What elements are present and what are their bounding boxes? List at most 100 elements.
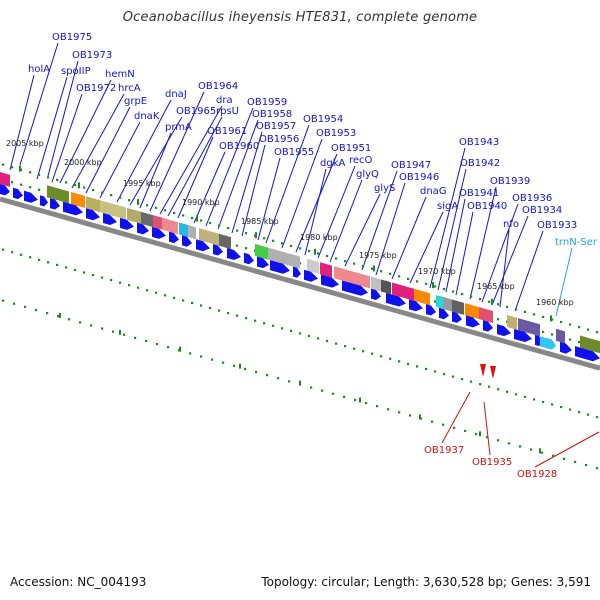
label-leader [281, 138, 323, 249]
gene-block [179, 222, 188, 238]
scale-tick [110, 279, 113, 282]
gene-arrow [152, 226, 166, 239]
scale-tick [134, 336, 137, 339]
scale-tick [497, 303, 500, 306]
gene-label: OB1951 [331, 143, 371, 154]
scale-tick [20, 183, 23, 186]
scale-tick [380, 270, 383, 273]
scale-tick [387, 408, 390, 411]
scale-tick [189, 352, 192, 355]
gene-arrow [63, 201, 83, 216]
scale-tick [365, 401, 368, 405]
scale-tick [479, 298, 482, 301]
gene-block [141, 211, 153, 228]
gene-block [86, 196, 100, 213]
red-marker [480, 364, 486, 377]
scale-tick [290, 244, 293, 247]
rna-label: trnN-Ser [555, 237, 598, 248]
scale-tick [587, 328, 590, 331]
scale-tick [56, 263, 59, 266]
scale-tick [288, 380, 291, 383]
scale-tick [533, 313, 536, 316]
scale-tick [569, 408, 572, 411]
gene-block [100, 200, 126, 220]
scale-tick [128, 284, 131, 287]
scale-tick [20, 168, 23, 171]
label-leader [429, 147, 466, 289]
scale-tick [245, 232, 248, 235]
label-leader [159, 105, 223, 215]
scale-tick [488, 385, 491, 388]
gene-arrow [86, 208, 100, 221]
scale-tick [11, 166, 14, 169]
scale-tick [167, 346, 170, 349]
gene-label: OB1960 [219, 141, 259, 152]
scale-tick [420, 417, 423, 420]
scale-tick [371, 352, 374, 355]
scale-tick [506, 390, 509, 393]
scale-tick [569, 323, 572, 326]
scale-tick [263, 322, 266, 325]
scale-tick [497, 318, 500, 321]
scale-tick [38, 173, 41, 176]
gene-label: OB1928 [517, 469, 557, 480]
kbp-mark: 1965 kbp [477, 282, 515, 291]
gene-block [436, 294, 443, 309]
scale-tick [416, 280, 419, 283]
gene-label: OB1972 [76, 83, 116, 94]
scale-tick [164, 294, 167, 297]
scale-tick [461, 378, 464, 381]
label-leader [469, 186, 497, 300]
scale-tick [409, 414, 412, 417]
scale-tick [155, 206, 158, 209]
scale-tick [551, 318, 554, 321]
label-leader [99, 121, 141, 199]
scale-tick [101, 327, 104, 330]
scale-tick [191, 216, 194, 220]
gene-label: OB1956 [259, 134, 299, 145]
gene-arrow [371, 288, 381, 301]
scale-tick [90, 324, 93, 327]
gene-arrow [120, 217, 134, 230]
scale-tick [560, 405, 563, 409]
gene-block [153, 215, 162, 230]
scale-tick [227, 227, 230, 230]
label-leader [491, 215, 529, 306]
scale-tick [587, 413, 590, 416]
gene-label: OB1936 [512, 193, 552, 204]
scale-tick [434, 370, 437, 373]
gene-label: hemN [105, 69, 135, 80]
gene-arrow [321, 274, 339, 288]
scale-tick [173, 296, 176, 299]
scale-tick [416, 365, 419, 368]
scale-tick [317, 337, 320, 340]
gene-label: grpE [124, 96, 147, 107]
gene-label: OB1961 [207, 126, 247, 137]
label-leader [445, 198, 466, 293]
scale-tick [354, 398, 357, 402]
scale-tick [119, 281, 122, 284]
scale-tick [321, 389, 324, 392]
scale-tick [47, 261, 50, 264]
scale-tick [362, 350, 365, 353]
gene-label: OB1973 [72, 50, 112, 61]
gene-arrow [50, 198, 60, 210]
scale-tick [371, 267, 374, 270]
gene-label: recO [349, 155, 373, 166]
scale-tick [11, 181, 14, 184]
scale-tick [434, 300, 437, 303]
gene-label: OB1965 [176, 106, 216, 117]
gene-label: prmA [165, 122, 192, 133]
scale-tick [29, 256, 32, 259]
scale-tick [578, 410, 581, 414]
scale-tick [56, 178, 59, 181]
gene-label: rpsU [216, 106, 239, 117]
gene-arrow [0, 184, 10, 196]
scale-tick [173, 211, 176, 214]
label-leader [217, 119, 259, 230]
kbp-mark: 1985 kbp [241, 217, 279, 226]
gene-block [479, 307, 493, 324]
label-leader [391, 196, 427, 280]
gene-block [320, 262, 332, 278]
gene-label: OB1933 [537, 220, 577, 231]
